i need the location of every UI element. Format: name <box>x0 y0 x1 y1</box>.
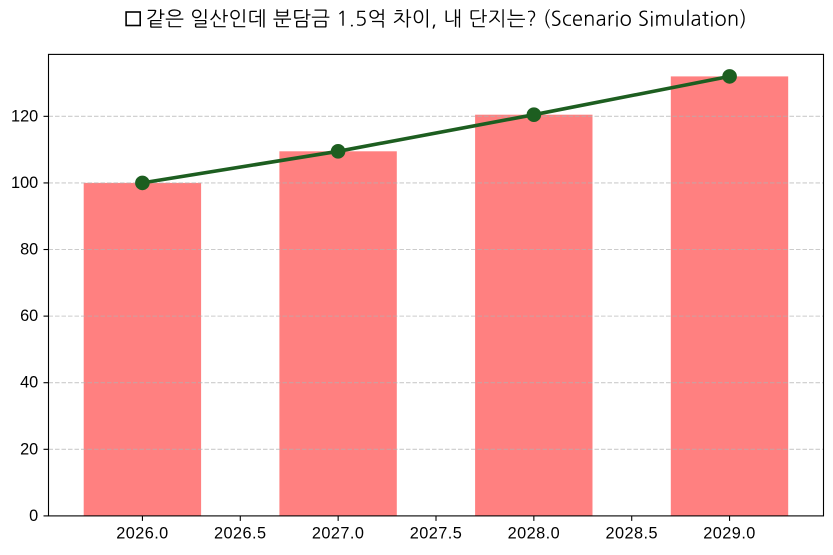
svg-text:2029.0: 2029.0 <box>703 525 756 543</box>
svg-text:2028.5: 2028.5 <box>605 525 658 543</box>
svg-text:2027.0: 2027.0 <box>312 525 365 543</box>
svg-text:2026.0: 2026.0 <box>116 525 169 543</box>
svg-text:80: 80 <box>20 241 38 259</box>
svg-text:2027.5: 2027.5 <box>410 525 463 543</box>
svg-text:120: 120 <box>11 107 38 125</box>
svg-text:20: 20 <box>20 440 38 458</box>
svg-text:0: 0 <box>29 507 38 525</box>
svg-text:40: 40 <box>20 374 38 392</box>
svg-text:2026.5: 2026.5 <box>214 525 267 543</box>
svg-text:60: 60 <box>20 307 38 325</box>
svg-text:100: 100 <box>11 174 38 192</box>
svg-text:2028.0: 2028.0 <box>508 525 561 543</box>
